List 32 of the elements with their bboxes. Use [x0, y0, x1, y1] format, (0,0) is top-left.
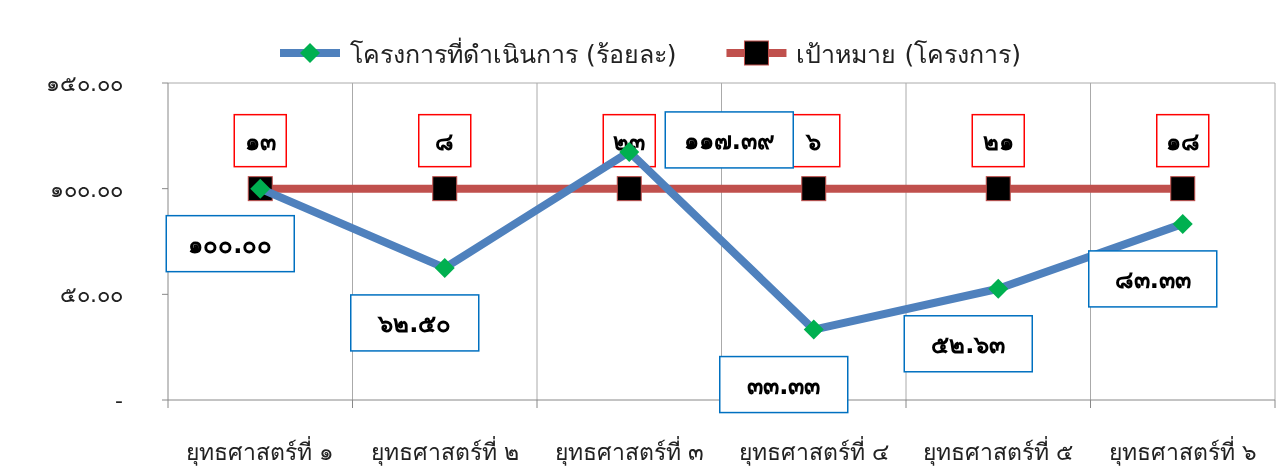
y-tick-label: ๕๐.๐๐ — [60, 282, 123, 308]
x-tick-label: ยุทธศาสตร์ที่ ๖ — [1108, 436, 1257, 466]
annotation: ๘ — [435, 127, 455, 156]
x-tick-label: ยุทธศาสตร์ที่ ๓ — [554, 436, 704, 466]
point — [616, 176, 642, 202]
x-tick-label: ยุทธศาสตร์ที่ ๑ — [186, 436, 335, 466]
point — [988, 278, 1009, 299]
data-label: ๓๓.๓๓ — [747, 371, 821, 400]
data-label: ๑๐๐.๐๐ — [188, 230, 273, 259]
data-label: ๕๒.๖๓ — [931, 330, 1006, 359]
annotation: ๑๓ — [244, 127, 276, 156]
point — [1172, 213, 1193, 234]
point — [432, 176, 458, 202]
annotation: ๖ — [805, 127, 822, 156]
point — [985, 176, 1011, 202]
x-tick-label: ยุทธศาสตร์ที่ ๕ — [923, 436, 1074, 466]
annotation: ๑๘ — [1165, 127, 1200, 156]
annotation: ๒๑ — [982, 127, 1014, 156]
point — [803, 319, 824, 340]
y-tick-label: ๑๕๐.๐๐ — [46, 71, 123, 96]
legend-label: โครงการที่ดำเนินการ (ร้อยละ) — [350, 37, 677, 69]
y-tick-label: ๑๐๐.๐๐ — [50, 176, 123, 202]
x-tick-label: ยุทธศาสตร์ที่ ๔ — [738, 436, 889, 466]
data-label: ๘๓.๓๓ — [1114, 265, 1191, 294]
point — [434, 257, 455, 278]
data-label: ๑๑๗.๓๙ — [683, 126, 775, 155]
x-tick-label: ยุทธศาสตร์ที่ ๒ — [370, 436, 519, 466]
y-tick-label: - — [115, 388, 123, 413]
point — [801, 176, 827, 202]
data-label: ๖๒.๕๐ — [377, 309, 452, 338]
point — [1170, 176, 1196, 202]
legend-label: เป้าหมาย (โครงการ) — [796, 40, 1021, 69]
